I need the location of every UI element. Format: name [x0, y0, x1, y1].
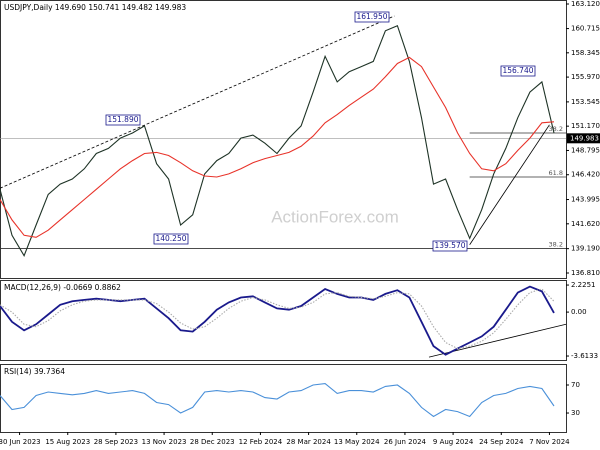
- last-price-tag: [567, 133, 600, 144]
- annotation-box: [500, 65, 536, 77]
- y-tick-label: 163.120: [571, 0, 600, 8]
- x-tick-label: 13 Nov 2023: [142, 438, 187, 446]
- trendline: [0, 15, 395, 189]
- x-tick-label: 30 Jun 2023: [0, 438, 41, 446]
- fib-label: 38.2: [549, 125, 563, 133]
- panel-title: USDJPY,Daily 149.690 150.741 149.482 149…: [4, 3, 186, 12]
- y-tick-label: -3.6133: [571, 352, 598, 360]
- annotation-label: 156.740: [502, 66, 533, 75]
- x-tick-label: 26 Jun 2024: [384, 438, 427, 446]
- x-tick-label: 28 Mar 2024: [286, 438, 331, 446]
- annotation-box: [105, 114, 141, 126]
- y-tick-label: 158.345: [571, 49, 600, 57]
- x-tick-label: 7 Nov 2024: [529, 438, 570, 446]
- y-tick-label: 151.170: [571, 122, 600, 130]
- y-tick-label: 136.810: [571, 269, 600, 277]
- x-tick-label: 28 Dec 2023: [190, 438, 235, 446]
- x-tick-label: 28 Sep 2023: [94, 438, 138, 446]
- fib-label: 38.2: [549, 241, 563, 249]
- y-tick-label: 153.545: [571, 98, 600, 106]
- x-tick-label: 24 Sep 2024: [479, 438, 524, 446]
- y-tick-label: 160.715: [571, 25, 600, 33]
- series-line: [0, 285, 555, 356]
- panel-frame: [0, 280, 567, 361]
- watermark: ActionForex.com: [271, 207, 399, 226]
- y-tick-label: 155.970: [571, 73, 600, 81]
- panel-frame: [0, 0, 567, 279]
- annotation-label: 151.890: [107, 115, 138, 124]
- y-tick-label: 148.795: [571, 146, 600, 154]
- last-price-label: 149.983: [570, 134, 599, 142]
- trendline: [469, 124, 550, 245]
- annotation-label: 161.950: [356, 12, 387, 21]
- panel-title: MACD(12,26,9) -0.0669 0.8862: [4, 283, 121, 292]
- panel-frame: [0, 364, 567, 433]
- y-tick-label: 143.995: [571, 196, 600, 204]
- y-tick-label: 30: [571, 409, 580, 417]
- series-line: [0, 24, 555, 257]
- y-tick-label: 0.00: [571, 308, 587, 316]
- annotation-box: [354, 11, 390, 23]
- y-tick-label: 70: [571, 381, 580, 389]
- x-tick-label: 12 Feb 2024: [239, 438, 283, 446]
- series-line: [0, 288, 555, 350]
- y-tick-label: 141.620: [571, 220, 600, 228]
- annotation-box: [153, 233, 189, 245]
- y-tick-label: 139.190: [571, 245, 600, 253]
- annotation-label: 139.570: [434, 241, 465, 250]
- x-tick-label: 9 Aug 2024: [433, 438, 474, 446]
- y-tick-label: 146.420: [571, 171, 600, 179]
- series-line: [0, 56, 555, 238]
- annotation-label: 140.250: [155, 234, 186, 243]
- x-tick-label: 13 May 2024: [334, 438, 380, 446]
- fib-label: 61.8: [549, 169, 563, 177]
- x-tick-label: 15 Aug 2023: [45, 438, 90, 446]
- panel-title: RSI(14) 39.7364: [4, 367, 65, 376]
- series-line: [0, 383, 555, 418]
- annotation-box: [432, 240, 468, 252]
- y-tick-label: 2.2251: [571, 281, 596, 289]
